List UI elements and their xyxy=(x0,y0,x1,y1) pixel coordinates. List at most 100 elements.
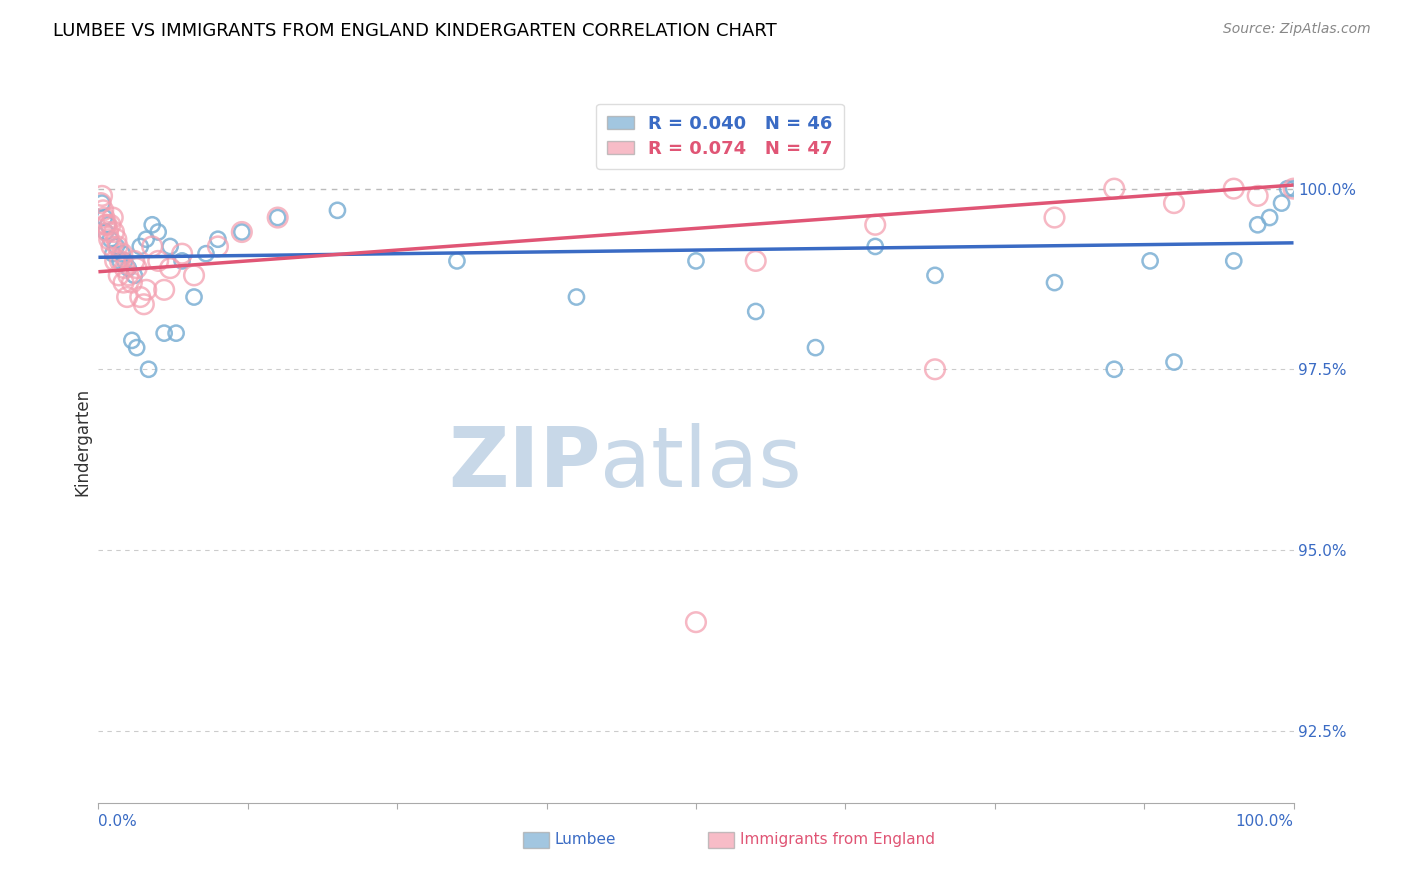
Point xyxy=(153,283,176,297)
Point xyxy=(117,268,139,283)
Point xyxy=(107,239,129,253)
Point xyxy=(135,232,157,246)
Point xyxy=(153,326,176,341)
Point xyxy=(101,211,124,225)
Y-axis label: Kindergarten: Kindergarten xyxy=(73,387,91,496)
Point xyxy=(93,211,115,225)
Point xyxy=(141,218,163,232)
Point xyxy=(924,362,946,376)
Point xyxy=(141,239,163,253)
Point xyxy=(267,211,290,225)
Point xyxy=(100,239,122,253)
Point xyxy=(1163,196,1185,211)
Point xyxy=(103,225,125,239)
Text: Source: ZipAtlas.com: Source: ZipAtlas.com xyxy=(1223,22,1371,37)
Point xyxy=(1247,218,1270,232)
Text: LUMBEE VS IMMIGRANTS FROM ENGLAND KINDERGARTEN CORRELATION CHART: LUMBEE VS IMMIGRANTS FROM ENGLAND KINDER… xyxy=(53,22,778,40)
FancyBboxPatch shape xyxy=(709,832,734,848)
Point xyxy=(97,218,120,232)
Point xyxy=(267,211,290,225)
Point xyxy=(207,239,229,253)
Point xyxy=(172,253,194,268)
Point xyxy=(1139,253,1161,268)
Point xyxy=(745,253,768,268)
Point xyxy=(231,225,253,239)
Point xyxy=(96,218,118,232)
Point xyxy=(865,218,887,232)
Point xyxy=(685,615,707,630)
Point xyxy=(114,261,136,276)
Point xyxy=(111,246,134,260)
Point xyxy=(90,196,112,211)
Point xyxy=(94,218,117,232)
Point xyxy=(326,203,349,218)
Point xyxy=(1282,182,1305,196)
Point xyxy=(172,246,194,260)
Point xyxy=(105,232,128,246)
Point xyxy=(231,225,253,239)
Point xyxy=(129,239,152,253)
Point xyxy=(108,253,131,268)
Point xyxy=(132,297,155,311)
Point xyxy=(865,239,887,253)
Point xyxy=(446,253,468,268)
Point xyxy=(1163,355,1185,369)
Point xyxy=(121,276,143,290)
Point xyxy=(108,253,131,268)
Point xyxy=(129,290,152,304)
Point xyxy=(124,268,146,283)
Point xyxy=(165,326,187,341)
Point xyxy=(685,253,707,268)
Point xyxy=(121,334,143,348)
Point xyxy=(159,239,181,253)
Point xyxy=(115,290,138,304)
Point xyxy=(111,246,134,260)
Text: Lumbee: Lumbee xyxy=(555,832,616,847)
Point xyxy=(1043,211,1066,225)
Point xyxy=(97,225,120,239)
Point xyxy=(117,261,139,276)
Point xyxy=(125,261,148,276)
Point xyxy=(148,225,170,239)
Point xyxy=(94,225,117,239)
Point xyxy=(93,211,115,225)
Point xyxy=(924,268,946,283)
Point xyxy=(101,246,124,260)
Legend: R = 0.040   N = 46, R = 0.074   N = 47: R = 0.040 N = 46, R = 0.074 N = 47 xyxy=(596,103,844,169)
Point xyxy=(804,341,827,355)
Point xyxy=(159,261,181,276)
FancyBboxPatch shape xyxy=(523,832,548,848)
Point xyxy=(148,253,170,268)
Point xyxy=(1104,182,1126,196)
Point xyxy=(98,232,121,246)
Point xyxy=(1223,182,1246,196)
Point xyxy=(1282,182,1305,196)
Point xyxy=(1043,276,1066,290)
Point xyxy=(105,239,128,253)
Point xyxy=(98,218,122,232)
Point xyxy=(1247,189,1270,203)
Point xyxy=(1271,196,1294,211)
Point xyxy=(195,246,218,260)
Point xyxy=(104,253,127,268)
Point xyxy=(91,189,114,203)
Point xyxy=(135,283,157,297)
Point xyxy=(98,232,122,246)
Point xyxy=(1277,182,1299,196)
Point xyxy=(124,253,146,268)
Point xyxy=(183,290,205,304)
Point xyxy=(1258,211,1281,225)
Text: 100.0%: 100.0% xyxy=(1236,814,1294,829)
Text: 0.0%: 0.0% xyxy=(98,814,138,829)
Point xyxy=(183,268,205,283)
Point xyxy=(565,290,588,304)
Point xyxy=(91,203,114,218)
Point xyxy=(745,304,768,318)
Point xyxy=(112,276,135,290)
Point xyxy=(1104,362,1126,376)
Text: Immigrants from England: Immigrants from England xyxy=(740,832,935,847)
Point xyxy=(107,268,129,283)
Text: ZIP: ZIP xyxy=(449,423,600,504)
Point xyxy=(1223,253,1246,268)
Text: atlas: atlas xyxy=(600,423,801,504)
